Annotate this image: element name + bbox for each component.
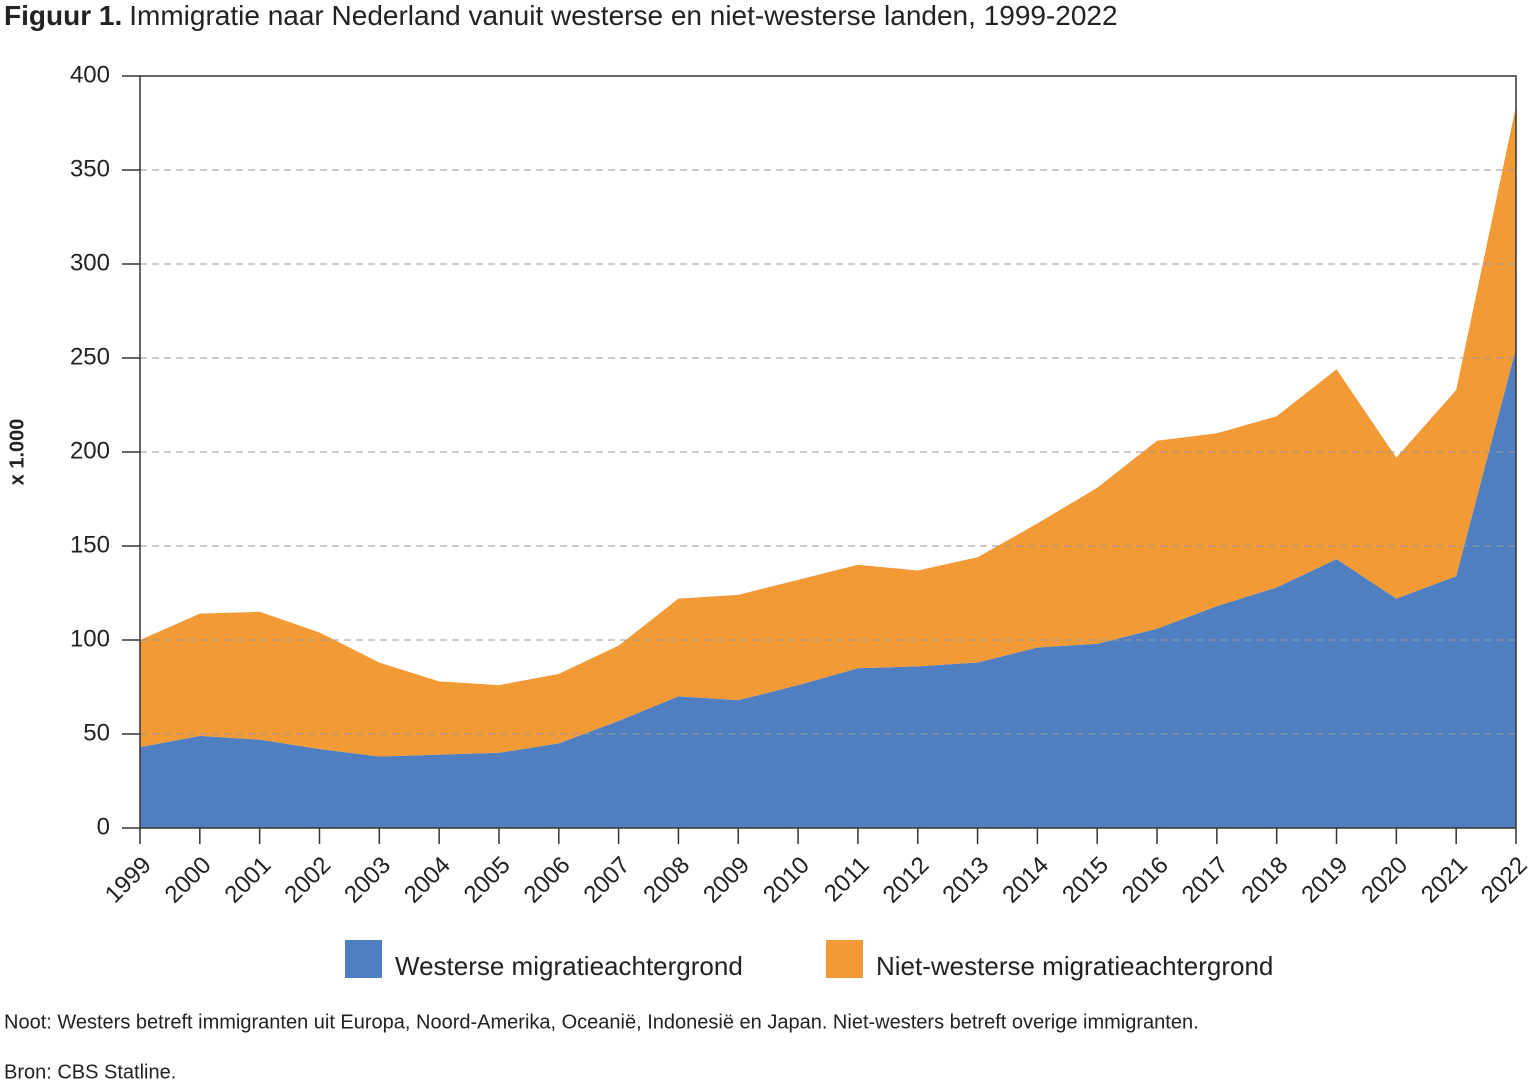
legend-label: Westerse migratieachtergrond bbox=[395, 951, 743, 981]
x-tick-label: 2000 bbox=[160, 852, 217, 909]
x-tick-label: 2015 bbox=[1057, 852, 1114, 909]
note: Noot: Westers betreft immigranten uit Eu… bbox=[4, 1011, 1199, 1033]
area bbox=[140, 348, 1516, 828]
x-tick-label: 2022 bbox=[1476, 852, 1533, 909]
y-axis-label: x 1.000 bbox=[6, 419, 28, 486]
chart-title: Figuur 1. Immigratie naar Nederland vanui… bbox=[4, 0, 1118, 31]
x-tick-label: 2008 bbox=[638, 852, 695, 909]
x-tick-label: 1999 bbox=[100, 852, 157, 909]
legend-label: Niet-westerse migratieachtergrond bbox=[876, 951, 1273, 981]
x-tick-label: 2009 bbox=[698, 852, 755, 909]
y-tick-label: 150 bbox=[70, 531, 110, 558]
x-tick-label: 2006 bbox=[519, 852, 576, 909]
x-tick-label: 2018 bbox=[1237, 852, 1294, 909]
y-tick-label: 400 bbox=[70, 61, 110, 88]
y-tick-label: 100 bbox=[70, 625, 110, 652]
x-tick-label: 2003 bbox=[339, 852, 396, 909]
x-tick-label: 2001 bbox=[220, 852, 277, 909]
x-tick-label: 2019 bbox=[1296, 852, 1353, 909]
y-tick-label: 50 bbox=[83, 719, 110, 746]
x-tick-label: 2021 bbox=[1416, 852, 1473, 909]
x-tick-label: 2002 bbox=[279, 852, 336, 909]
legend-swatch bbox=[826, 940, 863, 978]
y-tick-label: 300 bbox=[70, 249, 110, 276]
x-tick-label: 2011 bbox=[819, 852, 875, 908]
area bbox=[140, 106, 1516, 757]
x-tick-label: 2005 bbox=[459, 852, 516, 909]
x-tick-label: 2004 bbox=[399, 852, 456, 909]
y-tick-label: 200 bbox=[70, 437, 110, 464]
x-tick-label: 2020 bbox=[1356, 852, 1413, 909]
x-tick-label: 2012 bbox=[878, 852, 935, 909]
x-tick-label: 2014 bbox=[997, 852, 1054, 909]
title-label: Figuur 1. bbox=[4, 0, 122, 31]
x-tick-label: 2017 bbox=[1177, 852, 1234, 909]
source: Bron: CBS Statline. bbox=[4, 1061, 176, 1083]
x-tick-label: 2007 bbox=[578, 852, 635, 909]
x-tick-label: 2016 bbox=[1117, 852, 1174, 909]
y-tick-label: 0 bbox=[97, 813, 110, 840]
x-tick-label: 2013 bbox=[937, 852, 994, 909]
title-text: Immigratie naar Nederland vanuit westers… bbox=[129, 0, 1117, 31]
legend-swatch bbox=[345, 940, 382, 978]
plot-frame bbox=[139, 75, 1517, 829]
x-tick-label: 2010 bbox=[758, 852, 815, 909]
y-tick-label: 250 bbox=[70, 343, 110, 370]
y-tick-label: 350 bbox=[70, 155, 110, 182]
